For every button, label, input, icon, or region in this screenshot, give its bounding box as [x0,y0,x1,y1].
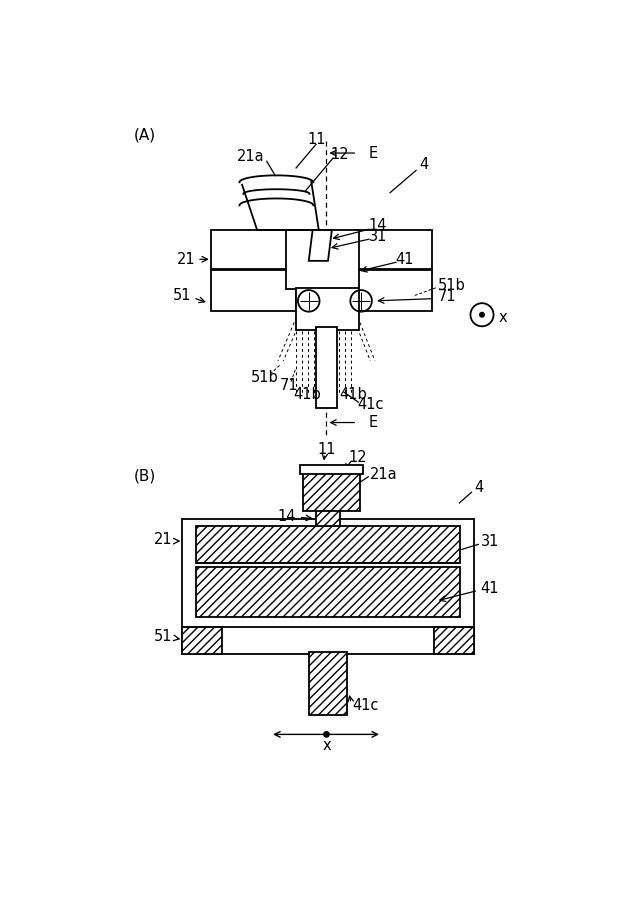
Bar [196,526,460,562]
Text: (A): (A) [134,128,156,143]
Bar [182,518,474,653]
Text: 11: 11 [317,442,336,457]
Text: 71: 71 [437,289,456,304]
Text: 12: 12 [330,147,349,162]
Text: 41: 41 [396,252,414,267]
Text: 12: 12 [348,450,367,464]
Text: 21: 21 [177,252,196,267]
Text: 4: 4 [420,157,429,172]
Bar [296,288,359,330]
Circle shape [324,732,329,737]
Bar [182,627,221,653]
Bar [308,652,348,715]
Text: 71: 71 [280,378,299,393]
Text: 51b: 51b [437,278,465,293]
Text: E: E [369,146,378,160]
Text: 41b: 41b [340,387,367,402]
Text: E: E [369,415,378,430]
Bar [303,473,360,511]
Bar [355,230,432,311]
Text: 51: 51 [173,288,192,303]
Polygon shape [308,230,332,261]
Text: 14: 14 [369,218,387,233]
Text: 41c: 41c [357,398,383,412]
Text: 31: 31 [369,229,387,244]
Bar [300,465,364,474]
Bar [316,509,340,527]
Bar [435,627,474,653]
Text: 21a: 21a [371,466,398,482]
Bar [211,230,296,311]
Text: 21a: 21a [237,149,265,164]
Text: x: x [322,738,331,754]
Text: 41b: 41b [293,387,321,402]
Text: 41: 41 [481,581,499,595]
Text: x: x [499,310,508,324]
Text: 51: 51 [154,629,172,644]
Circle shape [480,312,484,317]
Text: 11: 11 [307,133,326,147]
Text: 41c: 41c [353,698,379,714]
Bar [196,566,460,616]
Text: 14: 14 [277,509,296,524]
Text: 31: 31 [481,534,499,550]
Text: (B): (B) [134,469,156,484]
Bar [285,230,359,289]
Bar [316,327,337,408]
Text: 51b: 51b [251,370,279,386]
Text: 4: 4 [474,481,484,496]
Text: 21: 21 [154,532,172,547]
